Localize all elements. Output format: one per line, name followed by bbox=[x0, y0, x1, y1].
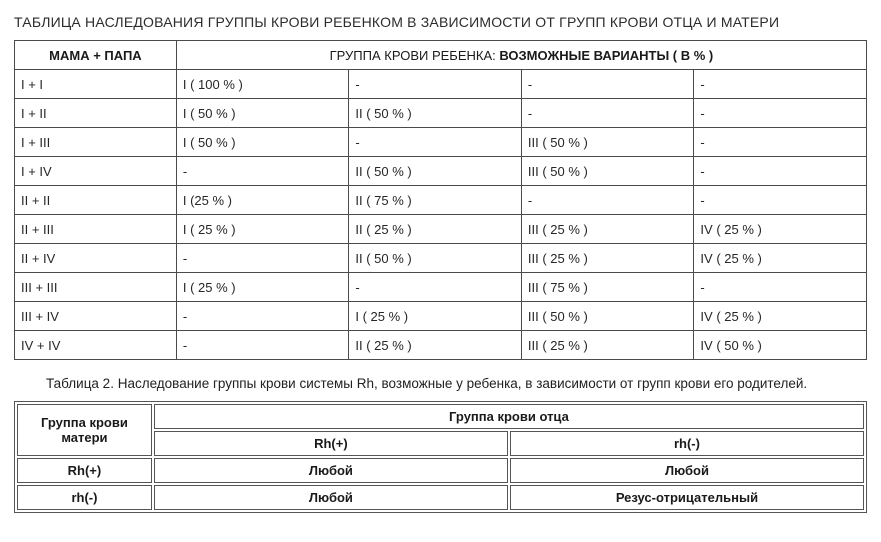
variant-cell: - bbox=[349, 128, 522, 157]
table-row: III + IIII ( 25 % )-III ( 75 % )- bbox=[15, 273, 867, 302]
variant-cell: - bbox=[694, 128, 867, 157]
variant-cell: - bbox=[521, 99, 694, 128]
table-row: II + IIII ( 25 % )II ( 25 % )III ( 25 % … bbox=[15, 215, 867, 244]
variant-cell: II ( 75 % ) bbox=[349, 186, 522, 215]
variant-cell: - bbox=[521, 70, 694, 99]
parents-cell: II + IV bbox=[15, 244, 177, 273]
variant-cell: IV ( 25 % ) bbox=[694, 215, 867, 244]
variant-cell: - bbox=[176, 302, 349, 331]
mother-cell: rh(-) bbox=[17, 485, 152, 510]
variant-cell: - bbox=[694, 99, 867, 128]
table-row: I + III ( 50 % )II ( 50 % )-- bbox=[15, 99, 867, 128]
parents-cell: III + III bbox=[15, 273, 177, 302]
parents-cell: I + IV bbox=[15, 157, 177, 186]
table-row: rh(-)ЛюбойРезус-отрицательный bbox=[17, 485, 864, 510]
variant-cell: - bbox=[176, 331, 349, 360]
variant-cell: II ( 50 % ) bbox=[349, 99, 522, 128]
variant-cell: - bbox=[349, 70, 522, 99]
header-father-group: Группа крови отца bbox=[154, 404, 864, 429]
table-row: Rh(+)ЛюбойЛюбой bbox=[17, 458, 864, 483]
variant-cell: - bbox=[349, 273, 522, 302]
table-row: I + II ( 100 % )--- bbox=[15, 70, 867, 99]
parents-cell: I + II bbox=[15, 99, 177, 128]
table-row: II + IV-II ( 50 % )III ( 25 % )IV ( 25 %… bbox=[15, 244, 867, 273]
variant-cell: III ( 25 % ) bbox=[521, 244, 694, 273]
variant-cell: - bbox=[694, 157, 867, 186]
page-title: ТАБЛИЦА НАСЛЕДОВАНИЯ ГРУППЫ КРОВИ РЕБЕНК… bbox=[14, 14, 867, 30]
variant-cell: IV ( 50 % ) bbox=[694, 331, 867, 360]
variant-cell: - bbox=[176, 244, 349, 273]
father-col-0: Rh(+) bbox=[154, 431, 508, 456]
variant-cell: I (25 % ) bbox=[176, 186, 349, 215]
table-row: I + IIII ( 50 % )-III ( 50 % )- bbox=[15, 128, 867, 157]
parents-cell: IV + IV bbox=[15, 331, 177, 360]
variant-cell: I ( 25 % ) bbox=[349, 302, 522, 331]
table-row: I + IV-II ( 50 % )III ( 50 % )- bbox=[15, 157, 867, 186]
variant-cell: II ( 50 % ) bbox=[349, 157, 522, 186]
variant-cell: II ( 25 % ) bbox=[349, 331, 522, 360]
variant-cell: IV ( 25 % ) bbox=[694, 244, 867, 273]
parents-cell: II + II bbox=[15, 186, 177, 215]
header-mother-group: Группа крови матери bbox=[17, 404, 152, 456]
variant-cell: II ( 50 % ) bbox=[349, 244, 522, 273]
father-col-1: rh(-) bbox=[510, 431, 864, 456]
header-child-bold: ВОЗМОЖНЫЕ ВАРИАНТЫ ( В % ) bbox=[499, 48, 713, 63]
table-row: IV + IV-II ( 25 % )III ( 25 % )IV ( 50 %… bbox=[15, 331, 867, 360]
variant-cell: III ( 50 % ) bbox=[521, 128, 694, 157]
table-row: II + III (25 % )II ( 75 % )-- bbox=[15, 186, 867, 215]
parents-cell: II + III bbox=[15, 215, 177, 244]
result-cell: Любой bbox=[510, 458, 864, 483]
variant-cell: III ( 25 % ) bbox=[521, 331, 694, 360]
header-child-prefix: ГРУППА КРОВИ РЕБЕНКА: bbox=[330, 48, 500, 63]
variant-cell: II ( 25 % ) bbox=[349, 215, 522, 244]
mother-cell: Rh(+) bbox=[17, 458, 152, 483]
variant-cell: - bbox=[176, 157, 349, 186]
table-row: III + IV-I ( 25 % )III ( 50 % )IV ( 25 %… bbox=[15, 302, 867, 331]
result-cell: Резус-отрицательный bbox=[510, 485, 864, 510]
rh-inheritance-table: Группа крови матери Группа крови отца Rh… bbox=[14, 401, 867, 513]
variant-cell: I ( 50 % ) bbox=[176, 128, 349, 157]
variant-cell: III ( 25 % ) bbox=[521, 215, 694, 244]
table2-caption: Таблица 2. Наследование группы крови сис… bbox=[46, 376, 867, 391]
variant-cell: III ( 50 % ) bbox=[521, 157, 694, 186]
parents-cell: I + I bbox=[15, 70, 177, 99]
table-header-row: МАМА + ПАПА ГРУППА КРОВИ РЕБЕНКА: ВОЗМОЖ… bbox=[15, 41, 867, 70]
parents-cell: I + III bbox=[15, 128, 177, 157]
variant-cell: I ( 25 % ) bbox=[176, 215, 349, 244]
blood-group-inheritance-table: МАМА + ПАПА ГРУППА КРОВИ РЕБЕНКА: ВОЗМОЖ… bbox=[14, 40, 867, 360]
variant-cell: III ( 50 % ) bbox=[521, 302, 694, 331]
result-cell: Любой bbox=[154, 485, 508, 510]
variant-cell: I ( 100 % ) bbox=[176, 70, 349, 99]
variant-cell: I ( 25 % ) bbox=[176, 273, 349, 302]
variant-cell: - bbox=[694, 273, 867, 302]
variant-cell: - bbox=[694, 186, 867, 215]
variant-cell: IV ( 25 % ) bbox=[694, 302, 867, 331]
variant-cell: - bbox=[694, 70, 867, 99]
header-child-variants: ГРУППА КРОВИ РЕБЕНКА: ВОЗМОЖНЫЕ ВАРИАНТЫ… bbox=[176, 41, 866, 70]
table-row: Группа крови матери Группа крови отца bbox=[17, 404, 864, 429]
variant-cell: I ( 50 % ) bbox=[176, 99, 349, 128]
variant-cell: - bbox=[521, 186, 694, 215]
result-cell: Любой bbox=[154, 458, 508, 483]
header-parents: МАМА + ПАПА bbox=[15, 41, 177, 70]
parents-cell: III + IV bbox=[15, 302, 177, 331]
variant-cell: III ( 75 % ) bbox=[521, 273, 694, 302]
